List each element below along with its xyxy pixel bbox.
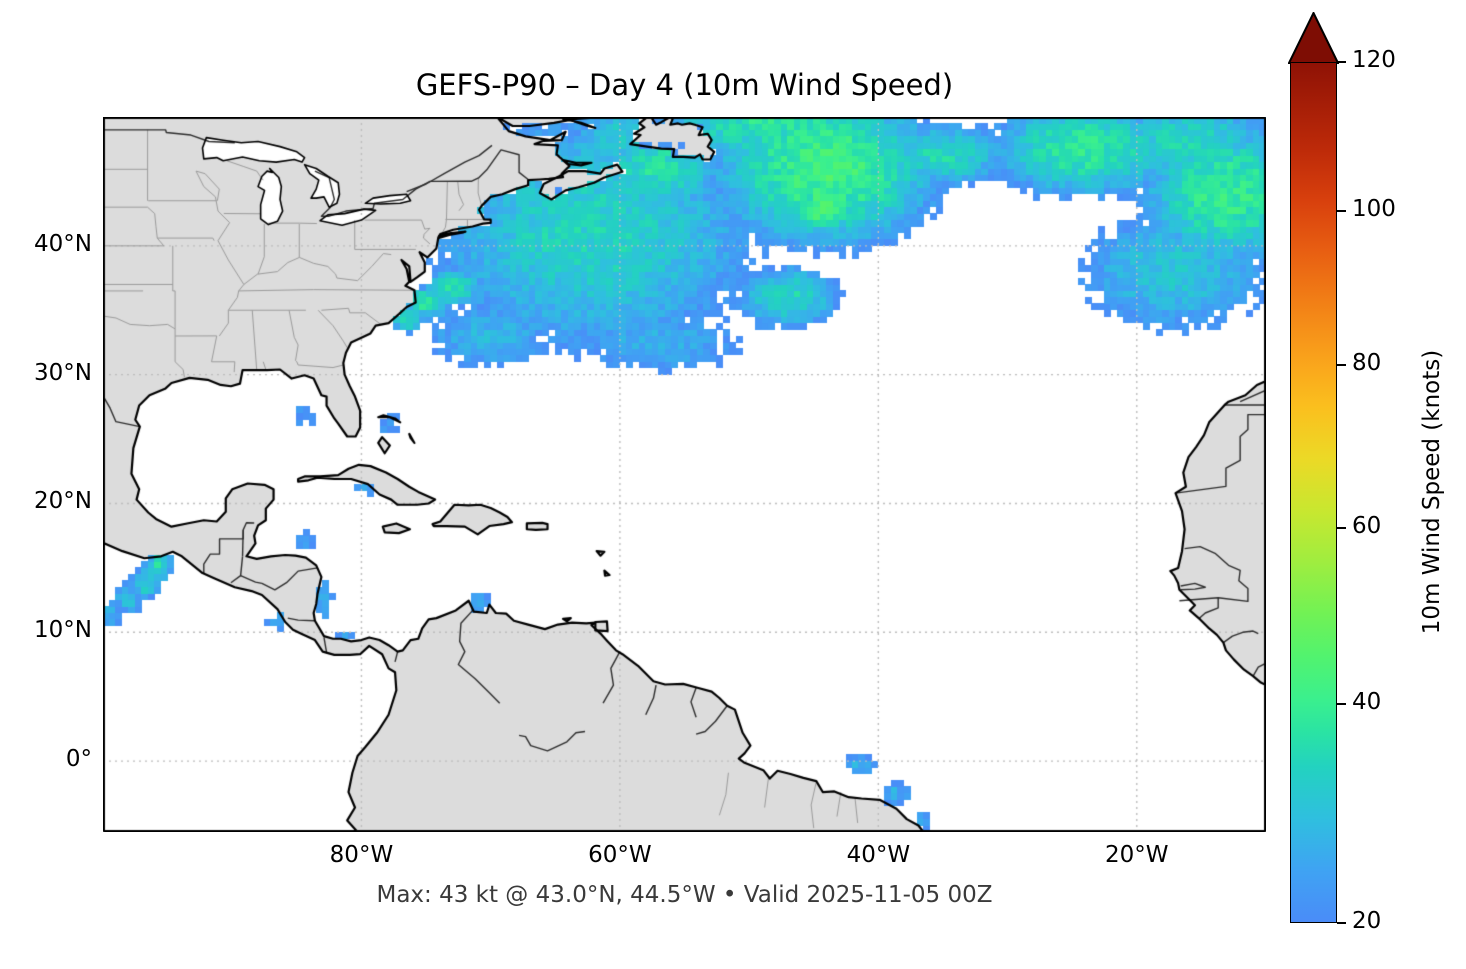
colorbar-arrow-icon: [1288, 12, 1339, 64]
lon-tick-label: 20°W: [1105, 842, 1169, 868]
colorbar-tick-label: 100: [1352, 195, 1396, 222]
colorbar-tick-label: 120: [1352, 47, 1396, 73]
lon-tick-label: 40°W: [846, 842, 911, 868]
colorbar-tick-mark: [1337, 61, 1346, 63]
colorbar-tick-mark: [1337, 526, 1346, 529]
lat-tick-label: 40°N: [34, 230, 92, 257]
colorbar-tick-mark: [1337, 209, 1346, 212]
colorbar-tick-mark: [1337, 702, 1346, 705]
colorbar-tick-label: 20: [1352, 908, 1382, 934]
colorbar-tick-mark: [1337, 364, 1346, 367]
plot-title: GEFS-P90 – Day 4 (10m Wind Speed): [415, 68, 954, 102]
lat-tick-label: 30°N: [34, 359, 92, 386]
map-canvas: [103, 117, 1266, 832]
lon-tick-label: 60°W: [588, 842, 652, 868]
lon-tick-label: 80°W: [329, 842, 394, 868]
colorbar: [1290, 62, 1337, 923]
colorbar-tick-label: 40: [1352, 688, 1382, 715]
lat-tick-label: 0°: [65, 746, 92, 773]
colorbar-tick-label: 60: [1352, 512, 1382, 539]
lat-tick-label: 20°N: [34, 488, 92, 515]
lat-tick-label: 10°N: [34, 617, 92, 644]
plot-subtitle: Max: 43 kt @ 43.0°N, 44.5°W • Valid 2025…: [376, 882, 993, 908]
colorbar-axis-label: 10m Wind Speed (knots): [1419, 349, 1445, 635]
colorbar-tick-mark: [1337, 922, 1346, 924]
colorbar-tick-label: 80: [1352, 350, 1382, 377]
